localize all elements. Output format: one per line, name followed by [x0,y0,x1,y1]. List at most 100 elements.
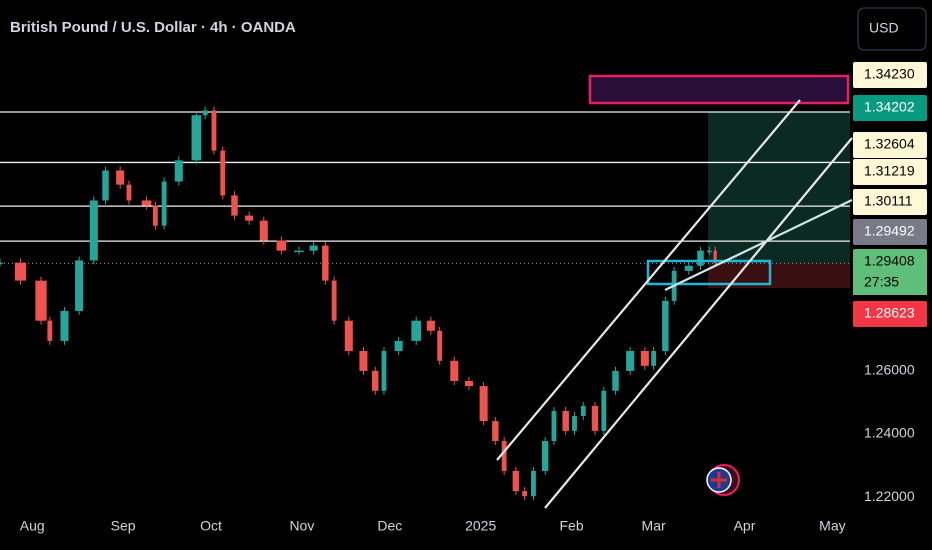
price-label-box [853,62,927,88]
candle-body [522,491,528,497]
candle-body [562,410,569,431]
candle-body [161,181,167,226]
price-label: 1.34202 [864,99,915,115]
zones [708,111,850,289]
flag-icon [706,464,740,496]
candle-body [450,360,459,382]
price-label: 1.30111 [864,193,913,209]
currency-label: USD [869,20,899,36]
y-tick-label: 1.22000 [864,488,915,504]
candle-body [612,370,619,391]
x-tick-label: Oct [200,518,222,534]
price-label: 1.29408 [864,253,915,269]
candles [0,106,717,501]
x-tick-label: Apr [734,518,756,534]
price-label: 1.29492 [864,223,915,239]
candle-body [464,381,473,387]
candle-body [0,262,3,265]
drawings [496,74,853,509]
candle-body [75,260,84,311]
candle-body [259,220,268,241]
candle-body [426,320,435,331]
candle-body [245,215,254,221]
candle-body [231,195,238,216]
candle-body [276,240,287,251]
candle-body [309,245,318,251]
price-label-box [853,189,927,215]
candle-body [126,184,132,201]
chart-title: British Pound / U.S. Dollar · 4h · OANDA [10,19,296,36]
levels [0,111,850,264]
candle-body [322,245,329,281]
candle-body [411,320,422,341]
price-label-box [853,95,927,121]
candle-body [697,250,704,266]
countdown-box [853,272,927,295]
channel-line [544,137,853,509]
candle-body [202,110,208,116]
candle-body [371,370,379,391]
candle-body [479,386,488,422]
price-label-box [853,132,927,158]
candle-body [541,440,549,471]
channel-line [496,99,801,461]
candle-body [580,405,586,417]
price-label: 1.34230 [864,66,915,82]
y-tick-label: 1.26000 [864,362,915,378]
candle-body [116,170,125,185]
x-tick-label: Feb [559,518,583,534]
candle-body [294,250,304,253]
candle-body [591,405,599,431]
price-label: 1.32604 [864,136,915,152]
candle-body [381,351,387,391]
candle-body [501,440,507,471]
candle-body [492,421,499,441]
candle-body [551,410,557,441]
candle-body [640,351,649,366]
price-label-box [853,219,927,245]
y-tick-label: 1.24000 [864,425,915,441]
candle-body [651,351,657,366]
price-label-box [853,301,927,327]
candle-body [394,340,403,352]
candle-body [35,280,47,321]
price-axis: 1.26000 1.24000 1.22000 1.34230 1.34202 1.326… [853,62,927,504]
x-tick-label: Nov [289,518,314,534]
candle-body [174,160,183,182]
x-tick-label: Aug [20,518,45,534]
candle-body [706,250,712,253]
x-tick-label: 2025 [465,518,496,534]
candle-body [572,416,577,431]
x-tick-label: Mar [642,518,666,534]
candle-body [344,320,353,352]
price-label: 1.31219 [864,163,915,179]
candle-body [601,390,607,431]
candle-body [662,300,669,352]
price-label-box [853,249,927,275]
candle-body [89,200,98,261]
candle-body [531,470,536,497]
supply-box [588,74,850,105]
x-tick-label: Dec [377,518,402,534]
countdown: 27:35 [864,274,899,290]
candle-body [512,470,520,492]
price-label-box [853,159,927,185]
price-label: 1.28623 [864,305,915,321]
currency-button[interactable] [857,7,927,51]
candle-body [220,150,226,196]
trend-line [664,199,853,291]
candle-body [331,280,337,321]
target-zone [708,111,850,264]
candle-body [47,320,53,341]
candle-body [437,330,443,361]
x-tick-label: May [819,518,845,534]
candle-body [713,250,717,263]
candle-body [211,110,217,151]
candle-body [152,205,158,226]
candle-body [141,200,152,206]
candle-body [60,310,69,341]
candle-body [191,115,202,161]
candle-body [626,351,635,371]
x-tick-label: Sep [111,518,136,534]
